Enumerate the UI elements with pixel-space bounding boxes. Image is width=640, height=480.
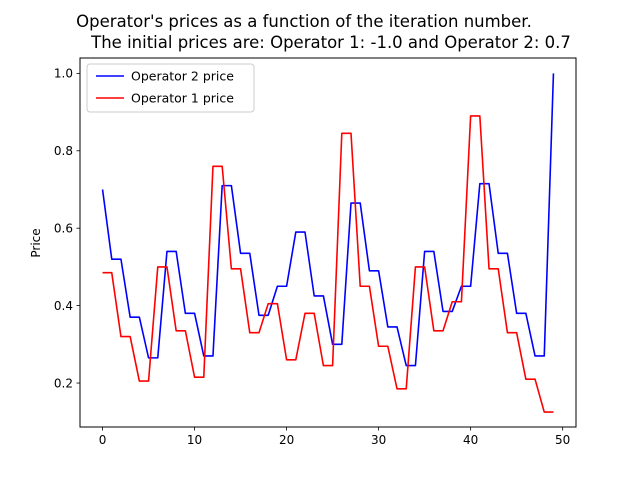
y-axis-ticks: 0.2 0.4 0.6 0.8 1.0 — [54, 67, 80, 390]
x-tick-label: 40 — [463, 433, 478, 447]
chart-subtitle: The initial prices are: Operator 1: -1.0… — [90, 33, 571, 52]
x-tick-label: 50 — [555, 433, 570, 447]
x-tick-label: 10 — [187, 433, 202, 447]
x-tick-label: 20 — [279, 433, 294, 447]
legend-box — [86, 63, 255, 113]
legend: Operator 2 price Operator 1 price — [86, 63, 255, 113]
chart-title: Operator's prices as a function of the i… — [76, 12, 532, 31]
y-tick-label: 0.6 — [54, 221, 73, 235]
y-axis-label: Price — [29, 228, 43, 257]
axes-frame — [79, 57, 577, 428]
y-tick-label: 1.0 — [54, 67, 73, 81]
plot-lines — [101, 73, 555, 413]
series-line-operator-2-price — [101, 73, 555, 367]
legend-label-operator-2: Operator 2 price — [131, 69, 234, 84]
x-tick-label: 0 — [99, 433, 107, 447]
y-tick-label: 0.4 — [54, 299, 73, 313]
series-line-operator-1-price — [102, 115, 554, 413]
x-tick-label: 30 — [371, 433, 386, 447]
legend-label-operator-1: Operator 1 price — [131, 91, 234, 106]
x-axis-ticks: 0 10 20 30 40 50 — [99, 427, 570, 447]
y-tick-label: 0.2 — [54, 376, 73, 390]
y-tick-label: 0.8 — [54, 144, 73, 158]
